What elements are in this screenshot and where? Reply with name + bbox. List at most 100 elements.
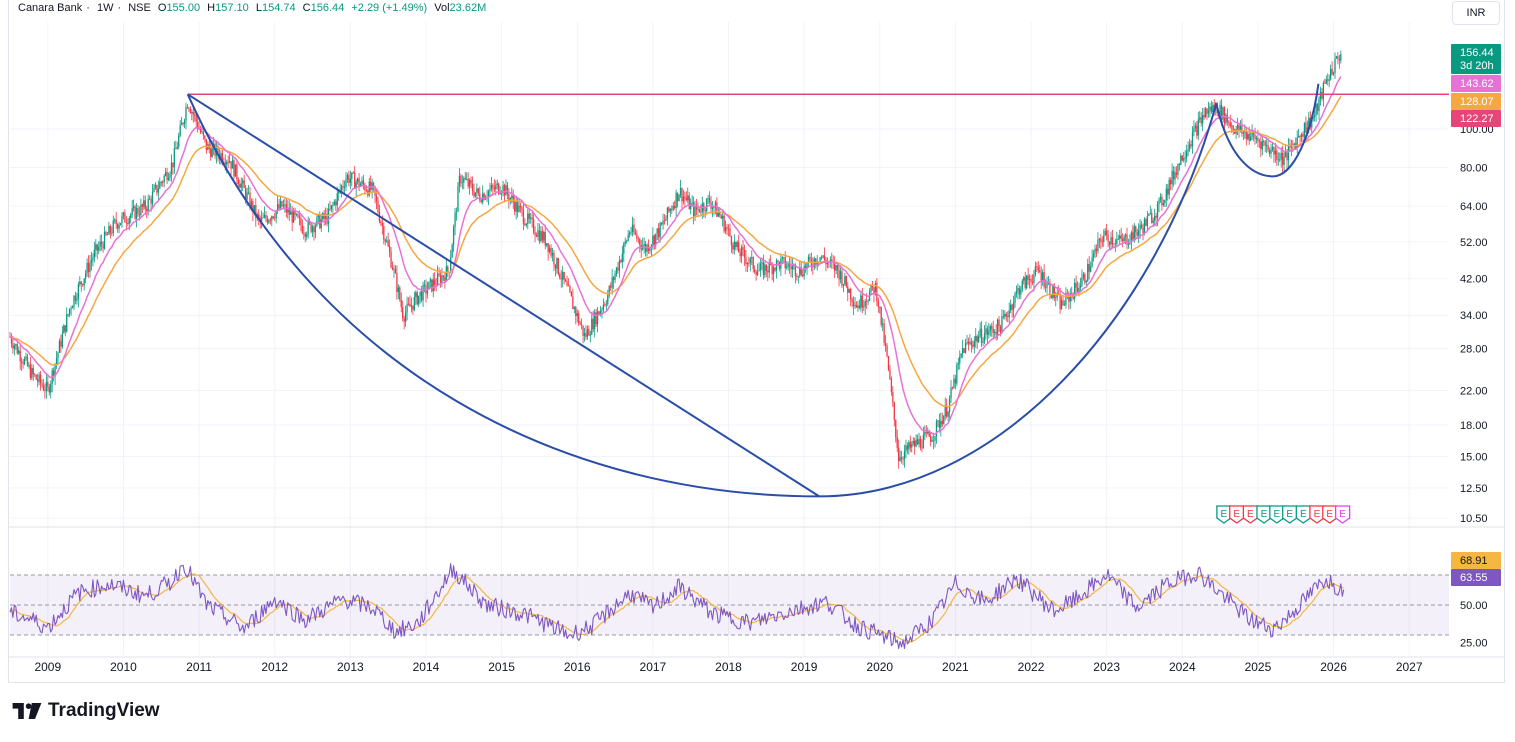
candle-body[interactable] (1136, 232, 1138, 236)
candle-body[interactable] (444, 277, 446, 282)
candle-body[interactable] (1092, 253, 1095, 258)
candle-body[interactable] (258, 214, 260, 219)
candle-body[interactable] (695, 205, 698, 210)
candle-body[interactable] (970, 341, 973, 345)
candle-body[interactable] (698, 208, 701, 212)
candle-body[interactable] (759, 263, 762, 271)
candle-body[interactable] (489, 189, 491, 192)
candle-body[interactable] (18, 350, 20, 354)
candle-body[interactable] (720, 215, 722, 219)
candle-body[interactable] (82, 283, 84, 286)
candle-body[interactable] (122, 212, 125, 216)
candle-body[interactable] (564, 279, 567, 282)
candle-body[interactable] (1084, 274, 1086, 283)
candle-body[interactable] (307, 221, 309, 235)
candle-body[interactable] (1036, 266, 1038, 268)
candle-body[interactable] (1101, 241, 1103, 243)
candle-body[interactable] (915, 439, 917, 447)
candle-body[interactable] (20, 361, 23, 363)
candle-body[interactable] (242, 180, 244, 184)
candle-body[interactable] (870, 284, 872, 292)
candle-body[interactable] (583, 333, 586, 336)
candle-body[interactable] (402, 306, 404, 319)
candle-body[interactable] (1095, 248, 1098, 252)
candle-body[interactable] (1165, 188, 1167, 200)
candle-body[interactable] (855, 304, 858, 308)
candle-body[interactable] (175, 148, 177, 150)
candle-body[interactable] (1313, 114, 1316, 117)
candle-body[interactable] (135, 207, 138, 219)
candle-body[interactable] (1079, 285, 1082, 288)
candle-body[interactable] (335, 201, 337, 206)
candle-body[interactable] (544, 232, 546, 246)
candle-body[interactable] (265, 214, 267, 219)
candle-body[interactable] (514, 202, 516, 212)
candle-body[interactable] (892, 392, 894, 403)
candle-body[interactable] (634, 232, 637, 235)
candle-body[interactable] (943, 415, 945, 425)
candle-body[interactable] (192, 111, 194, 115)
candle-body[interactable] (314, 225, 317, 233)
candle-body[interactable] (365, 190, 367, 192)
candle-body[interactable] (490, 185, 493, 190)
candle-body[interactable] (745, 257, 747, 265)
candle-body[interactable] (691, 202, 693, 204)
candle-body[interactable] (988, 331, 990, 335)
rsi-tag[interactable] (1451, 569, 1501, 586)
candle-body[interactable] (194, 114, 196, 116)
cup-curve[interactable] (186, 93, 1218, 498)
candle-body[interactable] (252, 201, 254, 213)
candle-body[interactable] (170, 162, 173, 174)
candle-body[interactable] (905, 445, 907, 452)
candle-body[interactable] (1122, 238, 1124, 242)
candle-body[interactable] (525, 223, 527, 226)
candle-body[interactable] (546, 243, 548, 246)
candle-body[interactable] (246, 192, 248, 200)
candle-body[interactable] (77, 284, 80, 300)
candle-body[interactable] (1068, 293, 1070, 302)
candle-body[interactable] (531, 217, 533, 220)
candle-body[interactable] (1265, 145, 1268, 146)
candle-body[interactable] (1284, 151, 1287, 157)
candle-body[interactable] (941, 420, 943, 425)
candle-body[interactable] (79, 281, 81, 285)
rsi-ma-tag[interactable] (1451, 552, 1501, 569)
candle-body[interactable] (1085, 281, 1087, 283)
candle-body[interactable] (239, 184, 241, 188)
candle-body[interactable] (140, 204, 142, 216)
candle-body[interactable] (397, 287, 399, 293)
candle-body[interactable] (131, 207, 133, 215)
ema-slow-tag[interactable] (1451, 93, 1501, 110)
candle-body[interactable] (992, 328, 994, 333)
candle-body[interactable] (179, 125, 181, 136)
candle-body[interactable] (196, 121, 199, 129)
candle-body[interactable] (717, 212, 719, 217)
candle-body[interactable] (1106, 230, 1108, 235)
candle-body[interactable] (618, 260, 621, 271)
candle-body[interactable] (749, 258, 751, 264)
candle-body[interactable] (591, 318, 593, 335)
candle-body[interactable] (1296, 137, 1298, 149)
candle-body[interactable] (31, 367, 33, 379)
candle-body[interactable] (1155, 215, 1157, 218)
candle-body[interactable] (1191, 132, 1194, 147)
candle-body[interactable] (103, 231, 106, 249)
candle-body[interactable] (669, 209, 671, 212)
candle-body[interactable] (1170, 179, 1172, 185)
candle-body[interactable] (234, 164, 237, 177)
candle-body[interactable] (157, 188, 160, 193)
interval-label[interactable]: 1W (96, 2, 114, 14)
candle-body[interactable] (237, 179, 239, 185)
candle-body[interactable] (532, 219, 535, 233)
candle-body[interactable] (960, 353, 962, 357)
candle-body[interactable] (1108, 241, 1111, 245)
candle-body[interactable] (538, 230, 541, 242)
candle-body[interactable] (835, 265, 837, 271)
candle-body[interactable] (684, 196, 686, 199)
candle-body[interactable] (1318, 98, 1320, 112)
candle-body[interactable] (511, 195, 513, 199)
candle-body[interactable] (787, 263, 789, 267)
candle-body[interactable] (263, 214, 266, 218)
candle-body[interactable] (1113, 243, 1115, 245)
candle-body[interactable] (228, 161, 231, 163)
